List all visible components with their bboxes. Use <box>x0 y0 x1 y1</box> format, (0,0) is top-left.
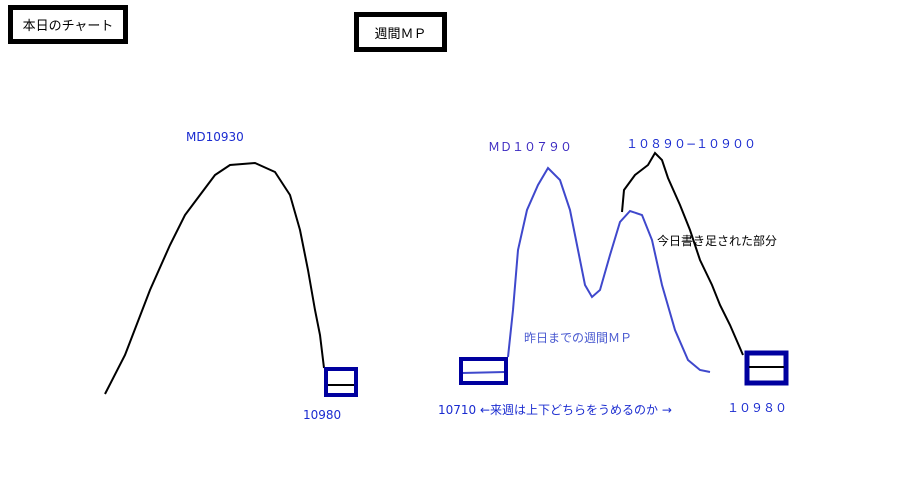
right-low-box <box>744 350 789 386</box>
today-chart-title-box: 本日のチャート <box>8 5 128 44</box>
today-chart-curve <box>104 161 325 395</box>
today-chart-title: 本日のチャート <box>22 19 114 34</box>
left-md-label: MD10930 <box>186 130 244 144</box>
until-yesterday-label: 昨日までの週間ＭＰ <box>524 331 633 345</box>
today-added-curve <box>621 151 744 356</box>
added-today-label: 今日書き足された部分 <box>657 234 778 248</box>
peak-range-label: １０８９０−１０９００ <box>626 137 757 151</box>
left-low-box <box>324 367 358 397</box>
weekly-mp-title-box: 週間ＭＰ <box>354 12 447 52</box>
left-low-label: 10980 <box>303 408 342 422</box>
weekly-mp-title: 週間ＭＰ <box>374 26 427 42</box>
yesterday-mp-curve <box>461 166 711 374</box>
bottom-note: 10710 ←来週は上下どちらをうめるのか → <box>438 403 672 417</box>
right-md-label: ＭＤ１０７９０ <box>488 140 573 154</box>
bottom-left-box <box>459 357 508 385</box>
right-low-label: １０９８０ <box>727 401 788 415</box>
